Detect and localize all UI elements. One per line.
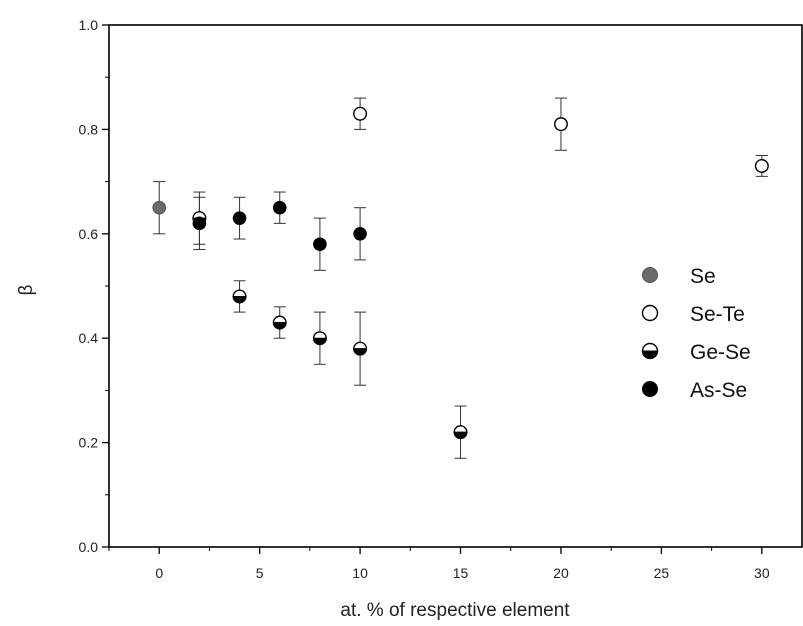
data-point-se (152, 200, 167, 215)
data-point-se-te (353, 106, 368, 121)
legend-item: As-Se (642, 379, 747, 402)
data-point-se-te (553, 117, 568, 132)
legend-marker (642, 381, 658, 397)
x-tick-label: 15 (453, 565, 469, 581)
data-points (152, 106, 769, 440)
legend-label: Se (690, 265, 716, 288)
x-axis-title: at. % of respective element (340, 600, 570, 621)
y-tick-label: 0.2 (79, 435, 99, 451)
data-point-ge-se (453, 425, 468, 440)
data-point-ge-se (353, 341, 368, 356)
legend-marker (641, 342, 659, 360)
y-axis: 0.0 0.2 0.4 0.6 0.8 1.0 (79, 17, 109, 555)
data-point-se-te (754, 158, 769, 173)
data-point-ge-se (272, 315, 287, 330)
data-point-as-se (192, 216, 207, 231)
x-axis: 0 5 10 15 20 25 30 (108, 547, 770, 581)
x-tick-label: 30 (754, 565, 770, 581)
y-tick-label: 0.8 (79, 121, 99, 137)
y-tick-label: 0.6 (79, 226, 99, 242)
x-tick-label: 10 (352, 565, 368, 581)
legend-label: Se-Te (690, 303, 745, 326)
legend-label: As-Se (690, 379, 747, 402)
legend-item: Se-Te (641, 303, 745, 326)
data-point-ge-se (232, 289, 247, 304)
legend-marker (642, 267, 658, 283)
y-axis-title: β (16, 284, 37, 295)
data-point-ge-se (312, 331, 327, 346)
data-point-as-se (272, 200, 287, 215)
y-tick-label: 0.4 (79, 330, 99, 346)
y-tick-label: 1.0 (79, 17, 99, 33)
legend-label: Ge-Se (690, 341, 751, 364)
x-tick-label: 20 (553, 565, 569, 581)
data-point-as-se (232, 211, 247, 225)
data-point-as-se (353, 227, 367, 241)
data-point-as-se (313, 237, 327, 252)
x-tick-label: 5 (256, 565, 264, 581)
legend: Se Se-Te Ge-Se As-Se (641, 265, 751, 402)
x-tick-label: 0 (155, 565, 163, 581)
legend-marker (641, 304, 659, 322)
x-tick-label: 25 (654, 565, 670, 581)
legend-item: Ge-Se (641, 341, 751, 364)
legend-item: Se (642, 265, 716, 288)
error-bars (153, 97, 768, 459)
y-tick-label: 0.0 (79, 539, 99, 555)
